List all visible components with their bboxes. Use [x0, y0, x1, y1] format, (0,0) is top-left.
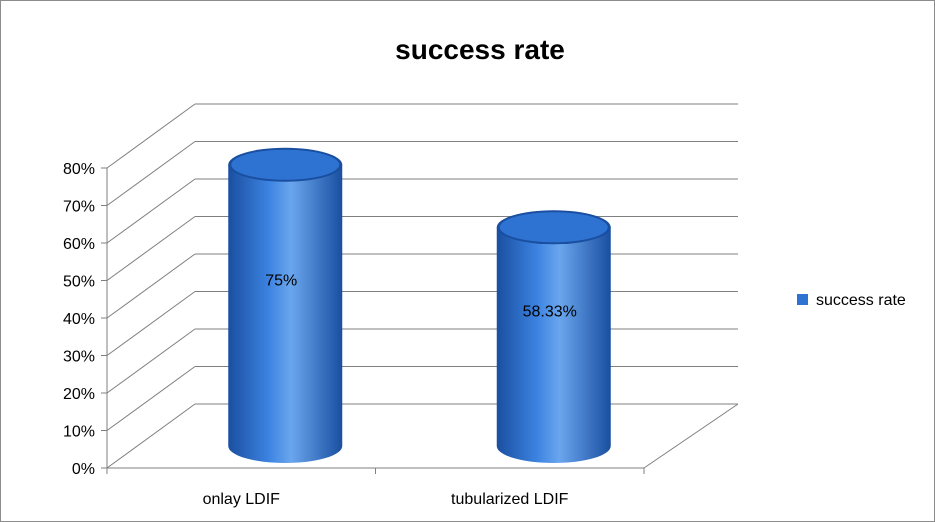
legend-swatch [797, 294, 808, 305]
bar-top-face [231, 149, 340, 180]
bar [496, 210, 611, 463]
bars [228, 147, 611, 463]
floor-edge [643, 403, 739, 469]
y-tick-label: 10% [63, 424, 95, 441]
legend-label: success rate [816, 292, 906, 309]
data-label: 75% [265, 272, 297, 289]
data-label: 58.33% [523, 304, 577, 321]
chart-title: success rate [395, 34, 565, 65]
gridline-side [106, 253, 196, 319]
bar-top-face [499, 212, 608, 243]
gridlines [106, 103, 738, 469]
bar-body [228, 164, 343, 463]
y-tick-label: 80% [63, 161, 95, 178]
gridline-side [106, 291, 196, 356]
gridline-side [106, 103, 196, 169]
labels: 0% 10% 20% 30% 40% 50% 60% 70% 80% 75% onlay LDIF 5… [63, 161, 577, 508]
gridline-side [106, 403, 196, 469]
y-tick-label: 30% [63, 349, 95, 366]
y-tick-label: 0% [72, 461, 95, 478]
gridline-side [106, 366, 196, 431]
gridline-side [106, 141, 196, 206]
y-tick-label: 70% [63, 199, 95, 216]
x-tick-label: tubularized LDIF [451, 491, 569, 508]
y-tick-label: 40% [63, 311, 95, 328]
gridline-side [106, 178, 196, 244]
legend: success rate [797, 292, 906, 309]
gridline-side [106, 216, 196, 281]
x-tick-label: onlay LDIF [203, 491, 281, 508]
gridline-side [106, 328, 196, 394]
bar-body [496, 227, 611, 463]
bar [228, 147, 343, 463]
y-tick-label: 60% [63, 236, 95, 253]
axes [101, 167, 739, 474]
y-tick-label: 20% [63, 386, 95, 403]
y-tick-label: 50% [63, 274, 95, 291]
